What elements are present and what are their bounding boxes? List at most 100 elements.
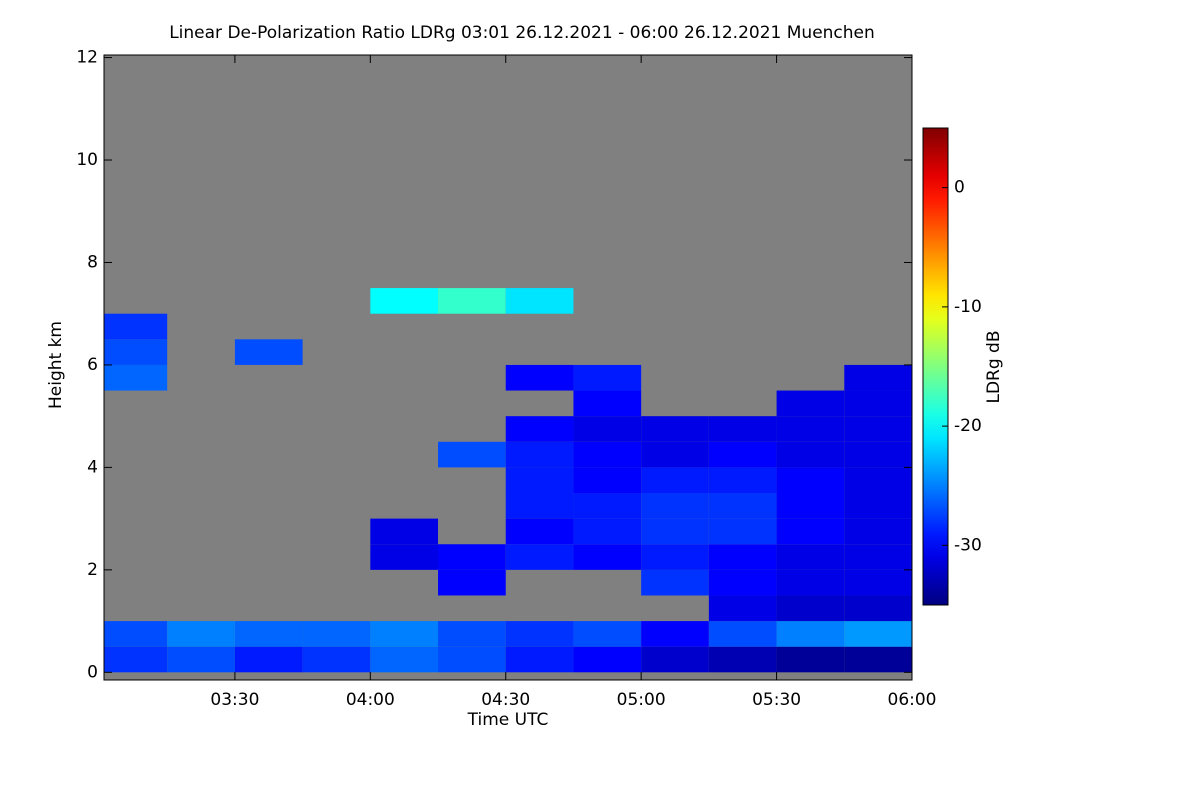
heatmap-cell bbox=[573, 646, 642, 673]
heatmap-cell bbox=[708, 518, 777, 545]
heatmap-cell bbox=[438, 621, 506, 647]
heatmap-cell bbox=[708, 569, 777, 596]
heatmap-cell bbox=[234, 339, 303, 365]
heatmap-cell bbox=[438, 441, 506, 468]
heatmap-cell bbox=[641, 646, 709, 673]
heatmap-cell bbox=[776, 493, 845, 519]
heatmap-cell bbox=[708, 646, 777, 673]
heatmap-cell bbox=[776, 621, 845, 647]
heatmap-cell bbox=[505, 518, 574, 545]
heatmap-cell bbox=[104, 646, 168, 673]
heatmap-cell bbox=[505, 467, 574, 494]
heatmap-cell bbox=[302, 646, 371, 673]
heatmap-cell bbox=[776, 595, 845, 622]
heatmap-cell bbox=[505, 621, 574, 647]
heatmap-cell bbox=[370, 544, 439, 570]
heatmap-cell bbox=[370, 646, 439, 673]
heatmap-cell bbox=[844, 595, 912, 622]
heatmap-cell bbox=[641, 569, 709, 596]
colorbar-tick-label: -30 bbox=[954, 535, 982, 555]
x-tick-label: 03:30 bbox=[210, 690, 259, 710]
plot-frame bbox=[103, 54, 913, 681]
heatmap-cell bbox=[776, 569, 845, 596]
y-tick-label: 2 bbox=[87, 560, 98, 580]
heatmap-cell bbox=[641, 621, 709, 647]
heatmap-cell bbox=[708, 621, 777, 647]
x-tick-label: 05:30 bbox=[752, 690, 801, 710]
heatmap-cell bbox=[776, 467, 845, 494]
heatmap-cell bbox=[844, 569, 912, 596]
heatmap-cell bbox=[844, 544, 912, 570]
heatmap-cell bbox=[844, 390, 912, 417]
heatmap-cell bbox=[573, 441, 642, 468]
y-axis-label: Height km bbox=[46, 321, 66, 409]
chart-title: Linear De-Polarization Ratio LDRg 03:01 … bbox=[169, 23, 875, 43]
heatmap-cell bbox=[104, 313, 168, 340]
heatmap-cell bbox=[708, 467, 777, 494]
heatmap-cell bbox=[844, 416, 912, 442]
heatmap-cell bbox=[573, 467, 642, 494]
y-tick-label: 12 bbox=[76, 48, 98, 68]
colorbar-label: LDRg dB bbox=[984, 330, 1004, 403]
heatmap-cell bbox=[370, 621, 439, 647]
heatmap-cell bbox=[708, 493, 777, 519]
heatmap-cell bbox=[438, 288, 506, 314]
heatmap-cell bbox=[104, 621, 168, 647]
heatmap-cell bbox=[776, 416, 845, 442]
heatmap-cell bbox=[641, 416, 709, 442]
heatmap-cell bbox=[505, 416, 574, 442]
x-tick-label: 06:00 bbox=[888, 690, 937, 710]
heatmap-cell bbox=[370, 288, 439, 314]
heatmap-cell bbox=[370, 518, 439, 545]
heatmap-cell bbox=[505, 544, 574, 570]
heatmap-cell bbox=[573, 416, 642, 442]
heatmap-cell bbox=[844, 518, 912, 545]
colorbar bbox=[922, 127, 949, 606]
heatmap-cell bbox=[302, 621, 371, 647]
heatmap-cell bbox=[641, 518, 709, 545]
y-tick-label: 4 bbox=[87, 457, 98, 477]
heatmap-cell bbox=[776, 544, 845, 570]
heatmap-cell bbox=[844, 646, 912, 673]
heatmap-cell bbox=[104, 364, 168, 391]
x-tick-label: 05:00 bbox=[617, 690, 666, 710]
y-tick-label: 6 bbox=[87, 355, 98, 375]
heatmap-cell bbox=[708, 595, 777, 622]
y-tick-label: 10 bbox=[76, 150, 98, 170]
x-tick-label: 04:30 bbox=[481, 690, 530, 710]
heatmap-cell bbox=[234, 646, 303, 673]
x-axis-label: Time UTC bbox=[467, 710, 549, 730]
colorbar-tick-label: 0 bbox=[954, 178, 965, 198]
heatmap-cell bbox=[104, 339, 168, 365]
heatmap-cell bbox=[776, 518, 845, 545]
colorbar-tick-label: -10 bbox=[954, 297, 982, 317]
heatmap-cell bbox=[641, 493, 709, 519]
heatmap-cell bbox=[708, 544, 777, 570]
heatmap-cell bbox=[234, 621, 303, 647]
heatmap-cell bbox=[573, 544, 642, 570]
heatmap-cell bbox=[505, 493, 574, 519]
heatmap-cell bbox=[505, 646, 574, 673]
heatmap-cell bbox=[438, 646, 506, 673]
x-tick-label: 04:00 bbox=[346, 690, 395, 710]
heatmap-cell bbox=[708, 441, 777, 468]
y-tick-label: 8 bbox=[87, 252, 98, 272]
heatmap-cell bbox=[573, 518, 642, 545]
heatmap-cell bbox=[776, 390, 845, 417]
heatmap-cell bbox=[641, 544, 709, 570]
heatmap-cell bbox=[505, 288, 574, 314]
heatmap-cell bbox=[573, 621, 642, 647]
heatmap-cell bbox=[844, 621, 912, 647]
heatmap-cell bbox=[438, 569, 506, 596]
heatmap-cell bbox=[844, 364, 912, 391]
heatmap-cell bbox=[438, 544, 506, 570]
heatmap-cell bbox=[776, 441, 845, 468]
heatmap-cell bbox=[844, 467, 912, 494]
heatmap-cell bbox=[573, 364, 642, 391]
colorbar-tick-label: -20 bbox=[954, 416, 982, 436]
heatmap-cell bbox=[844, 441, 912, 468]
heatmap-cell bbox=[573, 493, 642, 519]
heatmap-cell bbox=[505, 441, 574, 468]
heatmap-cell bbox=[167, 646, 235, 673]
